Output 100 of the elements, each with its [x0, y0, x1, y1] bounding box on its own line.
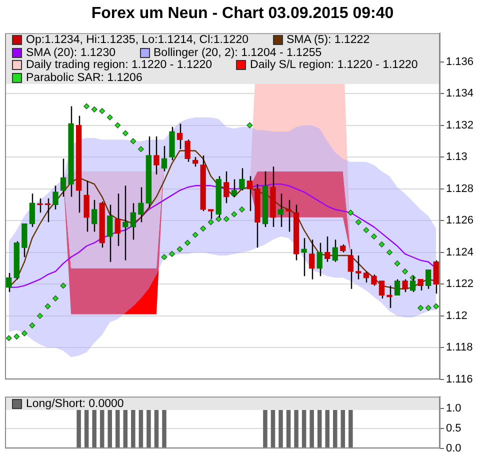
- candlestick: [138, 186, 144, 223]
- y-tick-label: 1.12: [446, 310, 468, 322]
- candlestick: [37, 198, 43, 214]
- y-tick-label: 0.5: [446, 422, 462, 435]
- point: [386, 249, 393, 256]
- candlestick: [176, 123, 183, 150]
- point: [6, 335, 12, 342]
- y-tick-label: 1.0: [446, 402, 462, 415]
- y-tick-label: 1.134: [446, 88, 474, 100]
- point: [29, 322, 36, 328]
- candlestick: [363, 270, 370, 284]
- point: [122, 130, 128, 136]
- point: [402, 268, 408, 274]
- point: [99, 108, 106, 114]
- y-tick-label: 1.132: [446, 119, 474, 132]
- point: [36, 312, 43, 319]
- point: [200, 226, 206, 232]
- candlestick: [286, 199, 292, 232]
- point: [44, 303, 51, 310]
- point: [425, 304, 432, 311]
- point: [106, 114, 113, 120]
- candlestick: [394, 278, 400, 296]
- point: [60, 282, 66, 289]
- candlestick: [60, 158, 66, 198]
- point: [216, 216, 222, 222]
- point: [169, 250, 176, 257]
- point: [91, 106, 98, 112]
- y-tick-label: 1.116: [446, 373, 473, 386]
- point: [130, 138, 136, 144]
- candlestick: [161, 145, 168, 172]
- legend-label: Op:1.1234, Hi:1.1235, Lo:1.1214, Cl:1.1220: [26, 34, 248, 46]
- point: [246, 122, 253, 128]
- legend-label: SMA (20): 1.1230: [26, 46, 116, 59]
- candlestick: [301, 237, 307, 277]
- point: [394, 260, 400, 266]
- y-tick-label: 1.118: [446, 342, 473, 354]
- y-tick-label: 0.0: [446, 442, 462, 454]
- point: [418, 304, 424, 311]
- point: [208, 219, 214, 226]
- candlestick: [154, 136, 160, 176]
- point: [14, 334, 20, 340]
- candlestick: [114, 192, 120, 247]
- point: [363, 227, 370, 234]
- candlestick: [29, 192, 36, 228]
- y-tick-label: 1.124: [446, 246, 474, 258]
- point: [84, 103, 90, 110]
- candlestick: [426, 269, 432, 290]
- candlestick: [356, 254, 362, 280]
- point: [231, 211, 238, 218]
- point: [114, 122, 121, 128]
- y-tick-label: 1.126: [446, 214, 474, 227]
- candlestick: [92, 199, 98, 232]
- point: [370, 233, 377, 240]
- candlestick: [378, 280, 385, 300]
- candlestick: [418, 278, 424, 292]
- point: [176, 246, 183, 252]
- candlestick: [348, 248, 354, 290]
- candlestick: [52, 185, 58, 210]
- legend-label: Parabolic SAR: 1.1206: [26, 72, 142, 84]
- point: [192, 232, 198, 238]
- point: [378, 241, 385, 248]
- point: [355, 219, 362, 226]
- y-tick-label: 1.122: [446, 278, 474, 290]
- candlestick: [246, 176, 253, 212]
- legend-label: Daily trading region: 1.1220 - 1.1220: [26, 59, 212, 72]
- point: [223, 216, 230, 222]
- candlestick: [184, 139, 190, 162]
- point: [184, 240, 191, 246]
- y-tick-label: 1.13: [446, 151, 468, 164]
- legend-label: Daily S/L region: 1.1220 - 1.1220: [250, 59, 418, 72]
- candlestick: [224, 170, 230, 204]
- candlestick: [130, 202, 136, 240]
- candlestick: [6, 272, 12, 293]
- y-tick-label: 1.136: [446, 56, 474, 68]
- point: [21, 330, 28, 336]
- candlestick: [433, 260, 439, 294]
- point: [348, 210, 354, 216]
- point: [138, 146, 144, 152]
- candlestick: [332, 239, 338, 262]
- y-tick-label: 1.128: [446, 182, 474, 195]
- candlestick: [239, 168, 245, 192]
- point: [52, 295, 58, 302]
- candlestick: [84, 180, 90, 232]
- point: [161, 254, 168, 260]
- legend-label: SMA (5): 1.1222: [286, 34, 370, 46]
- legend-label: Long/Short: 0.0000: [26, 398, 124, 410]
- candlestick: [278, 192, 284, 228]
- candlestick: [231, 178, 237, 198]
- point: [238, 206, 245, 212]
- candlestick: [309, 239, 315, 280]
- candlestick: [324, 236, 330, 262]
- candlestick: [371, 274, 377, 286]
- chart-title: Forex um Neun - Chart 03.09.2015 09:40: [91, 5, 394, 22]
- candlestick: [316, 242, 322, 277]
- candlestick: [107, 204, 113, 262]
- candlestick: [402, 278, 408, 293]
- point: [433, 303, 440, 310]
- legend-label: Bollinger (20, 2): 1.1204 - 1.1255: [154, 46, 322, 59]
- candlestick: [122, 185, 128, 261]
- candlestick: [192, 156, 198, 168]
